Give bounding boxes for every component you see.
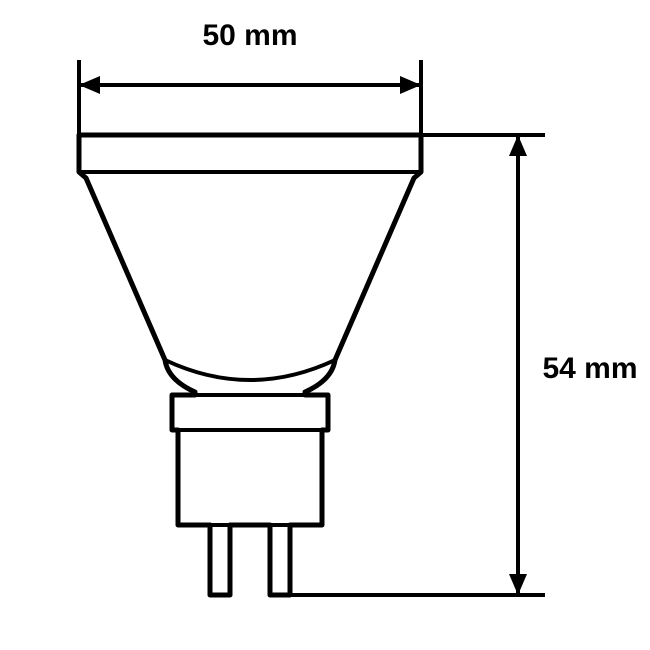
width-dimension: 50 mm <box>79 19 421 135</box>
height-label: 54 mm <box>542 352 637 385</box>
width-label: 50 mm <box>202 19 297 52</box>
bulb-dimension-diagram: 50 mm 54 mm <box>0 0 650 650</box>
height-dimension: 54 mm <box>290 135 638 595</box>
bulb-outline <box>79 135 421 595</box>
